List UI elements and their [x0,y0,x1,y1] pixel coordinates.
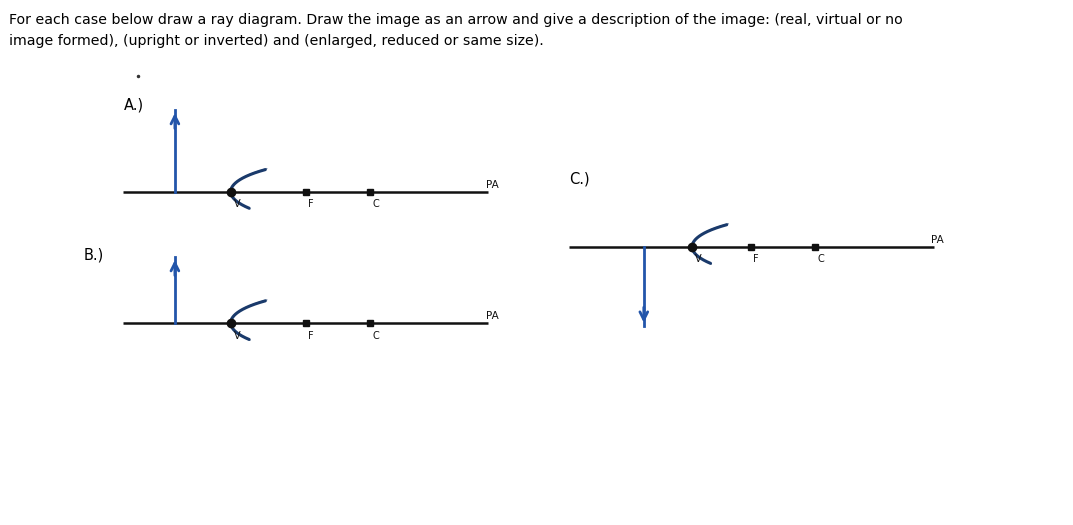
Text: PA: PA [931,235,944,245]
Text: C: C [372,200,379,209]
Text: F: F [308,200,313,209]
Text: C: C [372,331,379,341]
Text: image formed), (upright or inverted) and (enlarged, reduced or same size).: image formed), (upright or inverted) and… [9,34,543,48]
Text: F: F [753,255,759,265]
Text: V: V [234,200,240,209]
Text: F: F [308,331,313,341]
Text: V: V [234,331,240,341]
Text: A.): A.) [123,98,144,112]
Text: B.): B.) [84,247,104,262]
Text: PA: PA [486,311,499,321]
Text: V: V [695,255,702,265]
Text: For each case below draw a ray diagram. Draw the image as an arrow and give a de: For each case below draw a ray diagram. … [9,13,902,27]
Text: PA: PA [486,180,499,190]
Text: C.): C.) [569,171,589,186]
Text: C: C [818,255,824,265]
